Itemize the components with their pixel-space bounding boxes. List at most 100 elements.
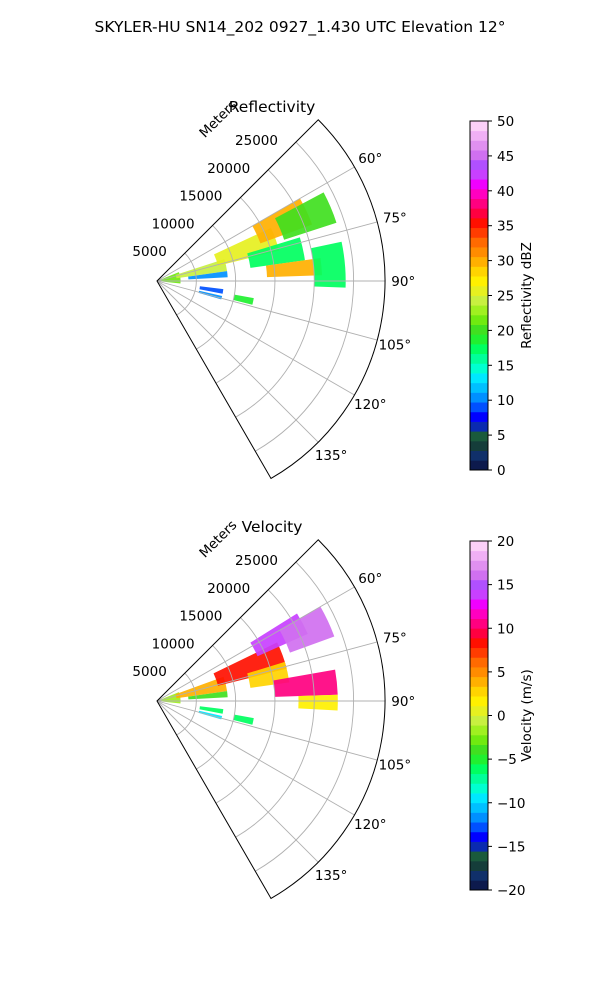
colorbar-tick-label: 45 [497, 149, 514, 165]
colorbar-swatch [470, 130, 488, 141]
colorbar-swatch [470, 618, 488, 629]
radial-gridline [255, 141, 354, 452]
colorbar-swatch [470, 217, 488, 229]
colorbar-swatch [470, 560, 488, 571]
sector-outline [156, 119, 386, 480]
radial-axis-label: Meters [196, 97, 240, 141]
radial-tick-label: 20000 [207, 161, 250, 177]
colorbar-swatch [470, 637, 488, 649]
colorbar-swatch [470, 140, 488, 151]
colorbar-swatch [470, 179, 488, 190]
data-region [213, 642, 287, 686]
colorbar-tick-label: 35 [497, 219, 514, 235]
colorbar-swatch [470, 880, 488, 891]
data-region [199, 286, 224, 294]
data-region [199, 706, 224, 714]
colorbar-tick-label: 20 [497, 534, 514, 550]
colorbar-swatch [470, 589, 488, 600]
angular-gridline [156, 641, 378, 702]
data-region [265, 258, 323, 278]
angular-tick-label: 60° [358, 151, 382, 167]
colorbar-tick-label: 15 [497, 358, 514, 374]
colorbar-swatch [470, 715, 488, 726]
colorbar-swatch [470, 570, 488, 581]
angular-tick-label: 105° [379, 758, 412, 774]
colorbar-swatch [470, 363, 488, 374]
colorbar-tick-label: 5 [497, 665, 506, 681]
colorbar-swatch [470, 431, 488, 442]
radial-tick-label: 25000 [235, 553, 278, 569]
angular-tick-label: 75° [383, 210, 407, 226]
colorbar-tick-label: 25 [497, 289, 514, 305]
angular-gridline [156, 280, 355, 396]
colorbar-swatch [470, 392, 488, 403]
colorbar-swatch [470, 353, 488, 364]
angular-tick-label: 105° [379, 338, 412, 354]
colorbar-swatch [470, 628, 488, 639]
radial-gridline [176, 252, 197, 316]
radial-tick-label: 10000 [152, 636, 195, 652]
radial-gridline [255, 561, 354, 872]
data-region [298, 694, 338, 711]
panel-title: Reflectivity [229, 98, 316, 116]
figure-title: SKYLER-HU SN14_202 0927_1.430 UTC Elevat… [95, 18, 506, 37]
radial-gridline [215, 197, 276, 384]
angular-tick-label: 90° [391, 694, 415, 710]
colorbar-swatch [470, 285, 488, 296]
colorbar-tick-label: 50 [497, 114, 514, 130]
angular-tick-label: 90° [391, 274, 415, 290]
colorbar-swatch [470, 870, 488, 881]
angular-gridline [156, 586, 355, 702]
angular-gridline [156, 221, 378, 282]
colorbar-label: Reflectivity dBZ [519, 242, 535, 349]
angular-gridline [156, 280, 378, 341]
radial-tick-label: 15000 [179, 189, 222, 205]
colorbar-swatch [470, 421, 488, 432]
colorbar-swatch [470, 541, 488, 552]
data-region [188, 691, 228, 700]
colorbar-swatch [470, 237, 488, 248]
colorbar-swatch [470, 812, 488, 823]
data-region [310, 241, 346, 288]
colorbar-swatch [470, 744, 488, 755]
radial-gridline [196, 645, 237, 770]
colorbar-tick-label: 10 [497, 621, 514, 637]
colorbar-swatch [470, 121, 488, 132]
colorbar-swatch [470, 256, 488, 267]
radial-tick-label: 5000 [132, 664, 166, 680]
colorbar-swatch [470, 334, 488, 345]
colorbar-swatch [470, 227, 488, 238]
colorbar-swatch [470, 305, 488, 316]
colorbar-swatch [470, 657, 488, 668]
radial-gridline [215, 617, 276, 804]
angular-tick-label: 135° [315, 868, 348, 884]
colorbar-swatch [470, 793, 488, 804]
colorbar-swatch [470, 686, 488, 697]
colorbar-swatch [470, 247, 488, 258]
colorbar-swatch [470, 783, 488, 794]
angular-gridline [156, 700, 355, 816]
angular-tick-label: 135° [315, 448, 348, 464]
colorbar-swatch [470, 440, 488, 452]
colorbar-swatch [470, 188, 488, 199]
colorbar-swatch [470, 754, 488, 765]
colorbar-swatch [470, 314, 488, 325]
colorbar-tick-label: −15 [497, 839, 526, 855]
colorbar-swatch [470, 860, 488, 872]
colorbar-swatch [470, 198, 488, 209]
angular-tick-label: 120° [354, 397, 387, 413]
panel-title: Velocity [242, 518, 303, 536]
colorbar-tick-label: 15 [497, 578, 514, 594]
angular-tick-label: 120° [354, 817, 387, 833]
angular-gridline [156, 166, 355, 282]
colorbar-swatch [470, 667, 488, 678]
colorbar-swatch [470, 295, 488, 306]
colorbar-swatch [470, 450, 488, 461]
colorbar-swatch [470, 841, 488, 852]
colorbar-swatch [470, 402, 488, 413]
data-region [275, 192, 337, 240]
angular-gridline [156, 280, 319, 443]
colorbar-tick-label: 0 [497, 463, 506, 479]
radial-tick-label: 5000 [132, 244, 166, 260]
